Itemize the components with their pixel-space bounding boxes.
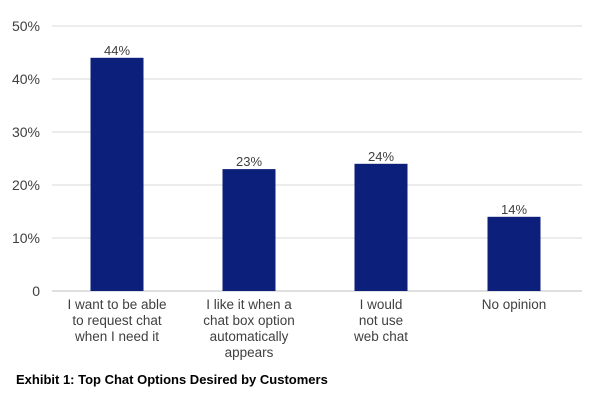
bar bbox=[90, 57, 144, 291]
bar-chart: 0 10% 20% 30% 40% 50% 44% 23% 24% 14% I want to … bbox=[12, 18, 582, 360]
bar bbox=[222, 169, 276, 291]
category-label: I want to be able to request chat when I… bbox=[67, 297, 167, 344]
bar bbox=[487, 216, 541, 291]
bar bbox=[354, 163, 408, 291]
chart-canvas: 0 10% 20% 30% 40% 50% 44% 23% 24% 14% bbox=[12, 18, 582, 299]
data-label: 24% bbox=[368, 149, 394, 164]
y-tick-label: 10% bbox=[12, 230, 40, 246]
data-label: 23% bbox=[236, 154, 262, 169]
y-tick-label: 40% bbox=[12, 71, 40, 87]
chart-caption: Exhibit 1: Top Chat Options Desired by C… bbox=[16, 372, 328, 387]
y-tick-label: 30% bbox=[12, 124, 40, 140]
category-label: I would not use web chat bbox=[353, 297, 409, 344]
y-tick-label: 20% bbox=[12, 177, 40, 193]
y-tick-label: 50% bbox=[12, 18, 40, 34]
category-label: I like it when a chat box option automat… bbox=[203, 297, 295, 360]
y-tick-label: 0 bbox=[32, 283, 40, 299]
data-label: 14% bbox=[501, 202, 527, 217]
data-label: 44% bbox=[104, 43, 130, 58]
category-label: No opinion bbox=[481, 297, 547, 312]
